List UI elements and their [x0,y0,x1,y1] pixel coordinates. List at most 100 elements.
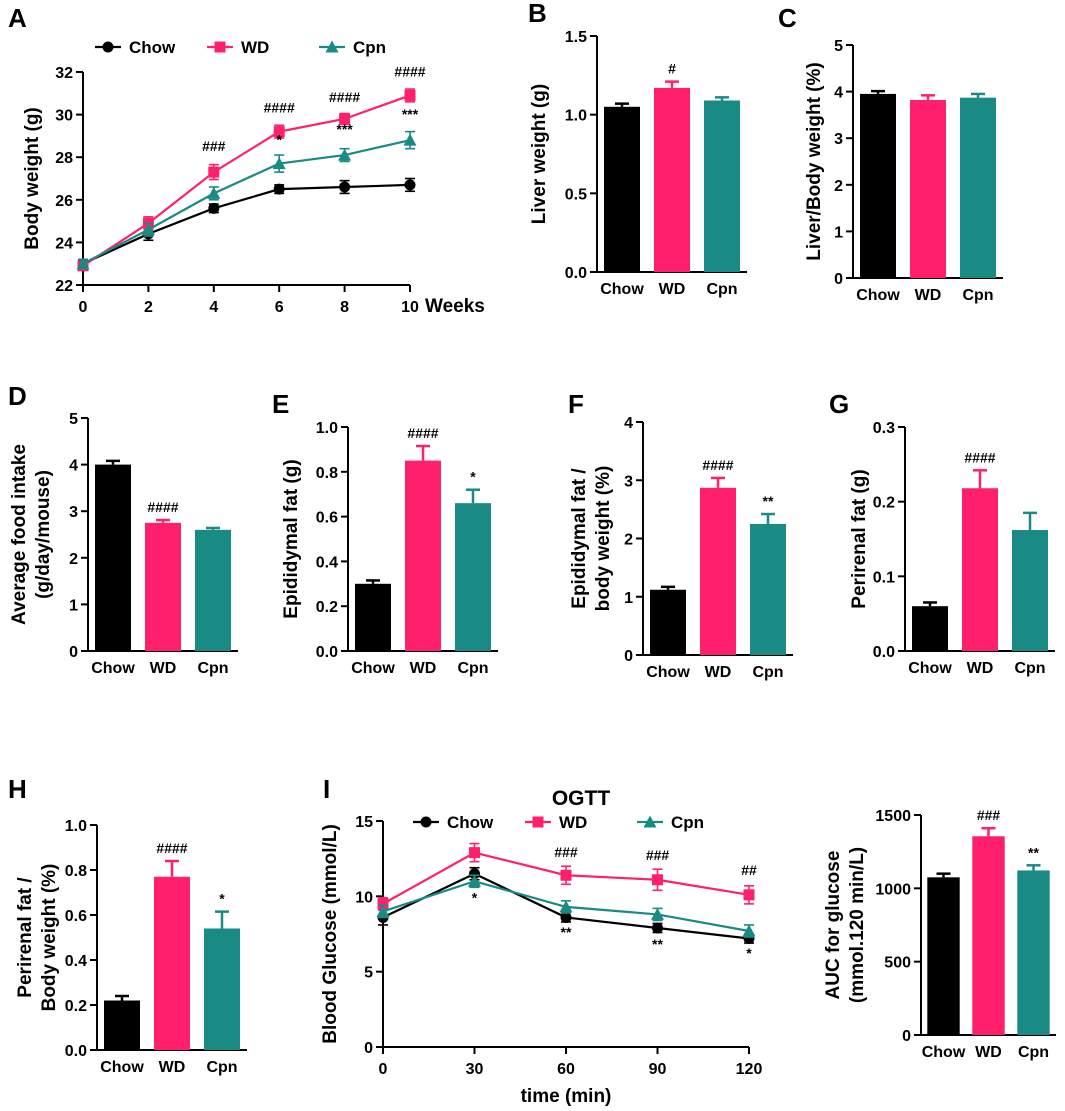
x-tick-label: 0 [79,299,88,316]
y-tick-label: 0.0 [65,1043,87,1060]
y-tick-label: 0 [834,271,843,288]
y-axis-label: Body weight (g) [22,107,43,249]
significance-marker: * [219,891,225,907]
series-cpn [376,874,756,938]
significance-marker: * [470,469,476,485]
legend-label: Cpn [353,38,386,57]
significance-marker: #### [702,457,733,473]
bar-wd [700,487,736,655]
data-point [377,898,389,910]
panel-B: B 0.0 0.5 1.0 1.5 Liver weight (g) Chow WD # Cpn [528,0,747,298]
legend-label: WD [559,813,587,832]
y-tick-label: 0.0 [316,644,338,661]
panel-E: E 0.0 0.2 0.4 0.6 0.8 1.0 Epididymal fat (g) Cho… [272,389,498,677]
bar-cpn [195,529,231,651]
y-tick-label: 0.8 [65,863,87,880]
x-tick-label: 120 [736,1061,763,1078]
category-label: Chow [908,660,952,677]
panel-I: I OGTT 0 5 10 15 Blood Glucose (mmol/L) 0 30 60 90… [320,774,762,1107]
data-point [532,816,544,828]
y-tick-label: 0.1 [873,569,895,586]
significance-marker: ## [741,862,757,878]
panel-label: I [323,774,330,804]
bar-wd [654,87,690,272]
y-tick-label: 4 [69,458,78,475]
y-tick-label: 1.0 [565,108,587,125]
category-label: Chow [856,287,900,304]
bar-cpn [960,97,996,279]
y-tick-label: 1500 [875,808,911,825]
data-point [469,868,480,880]
significance-marker: ### [646,847,670,863]
series-chow [377,866,755,945]
y-tick-label: 500 [884,955,911,972]
category-label: Cpn [457,660,488,677]
x-tick-label: 4 [209,299,218,316]
y-tick-label: 3 [834,131,843,148]
data-point [742,924,756,937]
bar-wd [962,488,998,651]
y-tick-label: 28 [55,150,73,167]
data-point [338,148,352,161]
data-point [141,223,155,236]
category-label: Cpn [1018,1044,1049,1061]
category-label: WD [150,660,177,677]
y-tick-label: 1.0 [65,818,87,835]
y-tick-label: 0.0 [873,644,895,661]
category-label: WD [705,664,732,681]
significance-marker: #### [407,425,438,441]
data-point [560,911,572,923]
x-tick-label: 2 [144,299,153,316]
y-tick-label: 3 [624,473,633,490]
y-axis-label: Body weight (%) [39,864,60,1012]
bar-chow [104,1000,140,1050]
panel-label: D [8,381,27,411]
x-tick-label: 8 [340,299,349,316]
x-tick-label: 0 [379,1061,388,1078]
chart-title: OGTT [552,787,610,810]
y-axis-label: Blood Glucose (mmol/L) [320,824,341,1044]
category-label: Cpn [1014,660,1045,677]
y-tick-label: 4 [834,85,843,102]
x-tick-label: 6 [275,299,284,316]
y-tick-label: 5 [364,965,373,982]
significance-marker: * [472,889,478,905]
y-tick-label: 0.3 [873,420,895,437]
series-chow [77,177,416,270]
data-point [339,113,351,125]
significance-marker: ** [1028,844,1039,860]
data-point [76,257,90,270]
category-label: WD [410,660,437,677]
significance-marker: ** [652,936,663,952]
panel-label: B [528,0,547,28]
bar-wd [154,876,190,1050]
panel-label: E [272,389,289,419]
panel-G: G 0.0 0.1 0.2 0.3 Perirenal fat (g) Chow WD ####… [829,389,1055,677]
y-axis-label: (mmol.120 min/L) [847,847,868,1003]
series-line [82,94,411,267]
y-tick-label: 2 [69,551,78,568]
x-tick-label: 30 [466,1061,484,1078]
category-label: Cpn [706,281,737,298]
y-tick-label: 0.8 [316,465,338,482]
data-point [651,907,664,920]
panel-I2: 0 500 1000 1500 AUC for glucose (mmol.120 min… [823,807,1056,1061]
y-tick-label: 1 [624,590,633,607]
x-tick-label: 90 [649,1061,667,1078]
series-line [82,139,411,265]
data-point [207,186,221,199]
y-tick-label: 22 [55,278,73,295]
y-axis-label: Perirenal fat (g) [849,469,870,608]
panel-C: C 0 1 2 3 4 5 Liver/Body weight (%) Chow WD Cpn [778,3,1003,304]
category-label: WD [659,281,686,298]
bar-wd [910,99,946,278]
data-point [652,874,663,886]
significance-marker: #### [394,63,425,79]
y-tick-label: 26 [55,193,73,210]
y-axis-label: Liver weight (g) [529,84,550,224]
data-point [559,900,573,913]
category-label: WD [967,660,994,677]
data-point [643,815,657,828]
legend-label: Cpn [671,813,704,832]
panel-label: C [778,3,797,33]
